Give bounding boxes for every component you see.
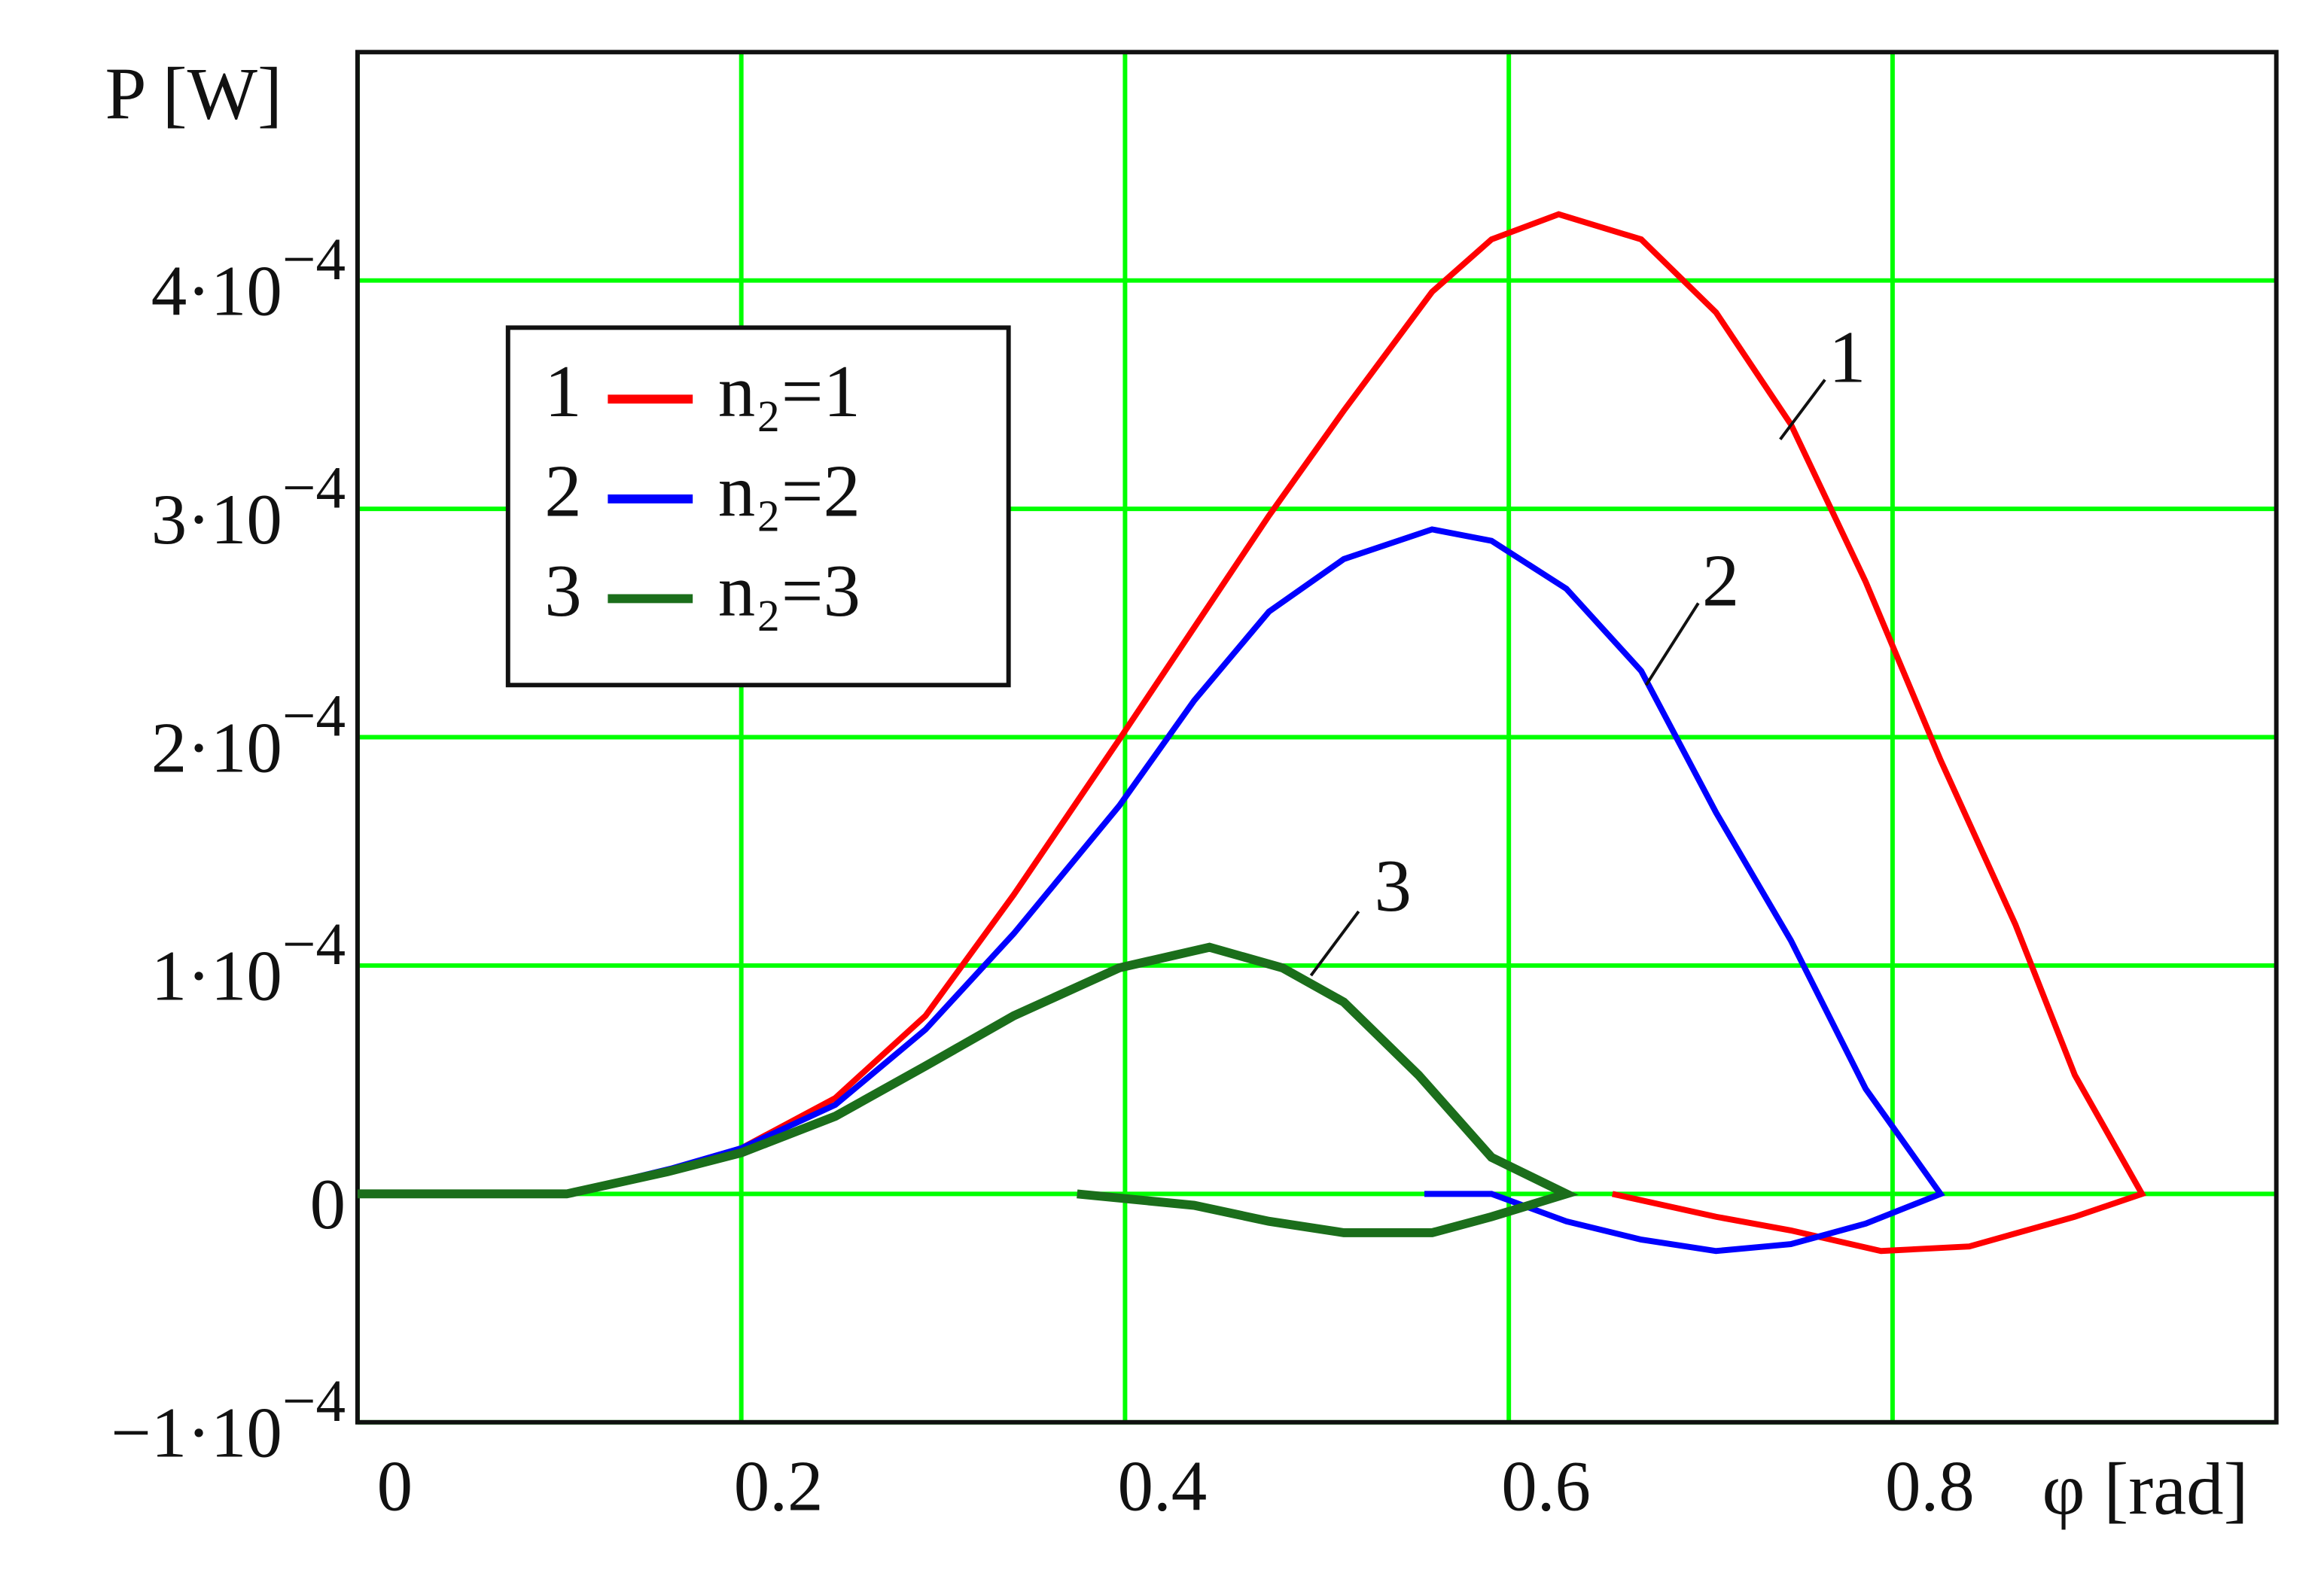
legend: 1 n₂=1 2 n₂=2 3 n₂=3 xyxy=(505,325,1011,688)
legend-number: 2 xyxy=(544,451,581,533)
x-axis-label: φ [rad] xyxy=(2042,1448,2249,1530)
curve xyxy=(357,211,2147,1255)
leader-line xyxy=(1309,910,1360,977)
leader-line xyxy=(1779,379,1826,440)
y-tick-label: 2·10−4 xyxy=(151,683,346,787)
legend-box xyxy=(505,325,1011,688)
curve xyxy=(357,526,1945,1255)
x-tick-label: 0.8 xyxy=(1885,1447,1975,1526)
x-tick-label: 0.2 xyxy=(734,1447,824,1526)
y-tick-label: −1·10−4 xyxy=(111,1368,346,1472)
y-tick-label: 0 xyxy=(310,1164,346,1244)
legend-label: n₂=2 xyxy=(718,451,860,533)
y-tick-label: 4·10−4 xyxy=(151,227,346,330)
curve-label: 1 xyxy=(1829,317,1866,399)
y-tick-label: 3·10−4 xyxy=(151,455,346,558)
legend-label: n₂=3 xyxy=(718,550,860,632)
y-tick-label: 1·10−4 xyxy=(151,911,346,1015)
legend-number: 1 xyxy=(544,351,581,433)
plot-frame xyxy=(355,50,2279,1425)
curve-label: 3 xyxy=(1374,845,1411,927)
legend-label: n₂=1 xyxy=(718,351,860,433)
leader-line xyxy=(1644,602,1700,686)
curve xyxy=(357,942,1579,1237)
curve-label: 2 xyxy=(1702,540,1739,622)
x-tick-label: 0 xyxy=(377,1447,413,1526)
x-tick-label: 0.6 xyxy=(1501,1447,1591,1526)
legend-number: 3 xyxy=(544,550,581,632)
y-axis-label: P [W] xyxy=(105,53,282,135)
x-tick-label: 0.4 xyxy=(1118,1447,1208,1526)
